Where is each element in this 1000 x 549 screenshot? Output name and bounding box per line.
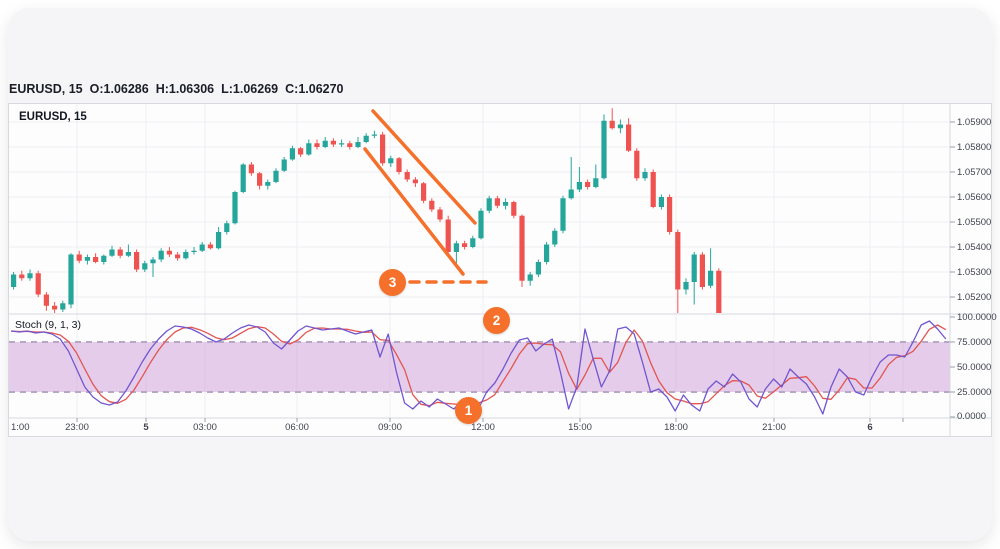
price-tick: 1.05500 bbox=[957, 217, 992, 228]
symbol-title: EURUSD, 15 bbox=[9, 82, 83, 96]
annotation-circle-1[interactable]: 1 bbox=[455, 397, 482, 424]
price-tick: 1.05300 bbox=[957, 267, 992, 278]
gridlines bbox=[9, 104, 950, 418]
price-tick: 1.05600 bbox=[957, 192, 992, 203]
low-label: L: bbox=[221, 82, 233, 96]
price-tick: 1.05200 bbox=[957, 292, 992, 303]
price-tick: 1.05700 bbox=[957, 167, 992, 178]
low-value: 1.06269 bbox=[232, 82, 279, 96]
price-tick: 1.05800 bbox=[957, 142, 992, 153]
stochastic-indicator-label: Stoch (9, 1, 3) bbox=[15, 319, 81, 331]
time-tick-day: 6 bbox=[867, 422, 873, 433]
time-tick: 23:00 bbox=[65, 422, 89, 433]
stoch-tick: 100.0000 bbox=[957, 312, 997, 323]
stoch-tick: 75.0000 bbox=[957, 337, 992, 348]
chart-symbol-label: EURUSD, 15 bbox=[19, 111, 87, 123]
chart-canvas[interactable] bbox=[9, 104, 991, 436]
time-tick: 18:00 bbox=[664, 422, 688, 433]
drawing-annotations[interactable] bbox=[363, 109, 488, 284]
time-tick: 03:00 bbox=[193, 422, 217, 433]
time-tick: 21:00 bbox=[762, 422, 786, 433]
chart-widget: EURUSD, 15 Stoch (9, 1, 3) 1.05900 1.058… bbox=[8, 103, 997, 437]
time-tick: 15:00 bbox=[568, 422, 592, 433]
time-tick: 09:00 bbox=[378, 422, 402, 433]
close-value: 1.06270 bbox=[298, 82, 344, 96]
close-label: C: bbox=[285, 82, 299, 96]
time-tick-day: 5 bbox=[143, 422, 149, 433]
annotation-circle-3[interactable]: 3 bbox=[379, 269, 406, 296]
high-value: 1.06306 bbox=[168, 82, 215, 96]
chart-plot-area[interactable] bbox=[9, 104, 991, 436]
symbol-ohlc-line: EURUSD, 15 O:1.06286 H:1.06306 L:1.06269 C:1… bbox=[9, 82, 344, 96]
stoch-tick: 25.0000 bbox=[957, 387, 992, 398]
stoch-tick: 50.0000 bbox=[957, 362, 992, 373]
candlesticks bbox=[11, 108, 722, 313]
high-label: H: bbox=[155, 82, 169, 96]
time-tick: 1:00 bbox=[11, 422, 30, 433]
annotation-circle-2[interactable]: 2 bbox=[483, 307, 510, 334]
chart-card: EURUSD, 15 O:1.06286 H:1.06306 L:1.06269 C:1… bbox=[8, 8, 997, 541]
open-label: O: bbox=[89, 82, 104, 96]
price-tick: 1.05900 bbox=[957, 117, 992, 128]
time-tick: 12:00 bbox=[471, 422, 495, 433]
time-tick: 06:00 bbox=[285, 422, 309, 433]
open-value: 1.06286 bbox=[103, 82, 149, 96]
price-tick: 1.05400 bbox=[957, 242, 992, 253]
stoch-tick: 0.0000 bbox=[957, 411, 987, 422]
stoch-overbought-oversold-band bbox=[9, 341, 950, 393]
